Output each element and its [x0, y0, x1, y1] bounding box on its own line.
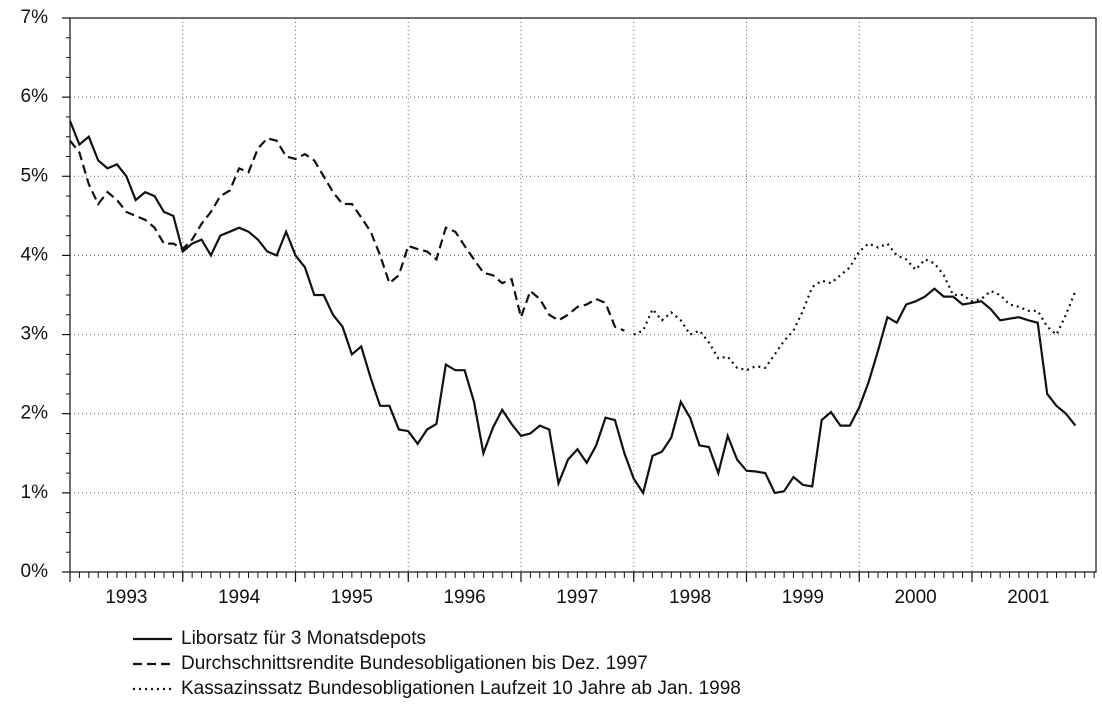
y-tick-label: 3%	[21, 324, 49, 345]
y-tick-label: 2%	[21, 403, 49, 424]
x-tick-label: 1999	[782, 587, 824, 608]
x-tick-label: 2001	[1007, 587, 1049, 608]
series-line	[633, 242, 1077, 372]
y-tick-label: 1%	[21, 482, 49, 503]
x-tick-label: 1993	[105, 587, 147, 608]
legend-label: Liborsatz für 3 Monatsdepots	[181, 628, 426, 649]
x-tick-label: 1995	[331, 587, 373, 608]
y-tick-label: 6%	[21, 86, 49, 107]
x-tick-label: 1994	[218, 587, 261, 608]
legend-label: Kassazinssatz Bundesobligationen Laufzei…	[181, 678, 741, 699]
plot-frame	[69, 17, 1097, 573]
legend-label: Durchschnittsrendite Bundesobligationen …	[181, 653, 648, 674]
y-tick-label: 4%	[21, 244, 49, 265]
y-tick-label: 7%	[21, 7, 49, 28]
y-tick-label: 0%	[21, 561, 49, 582]
x-tick-label: 2000	[894, 587, 936, 608]
x-tick-label: 1998	[669, 587, 711, 608]
series-line	[68, 120, 1077, 496]
x-tick-label: 1997	[556, 587, 598, 608]
y-tick-label: 5%	[21, 165, 49, 186]
x-tick-label: 1996	[443, 587, 485, 608]
series-line	[69, 137, 625, 332]
